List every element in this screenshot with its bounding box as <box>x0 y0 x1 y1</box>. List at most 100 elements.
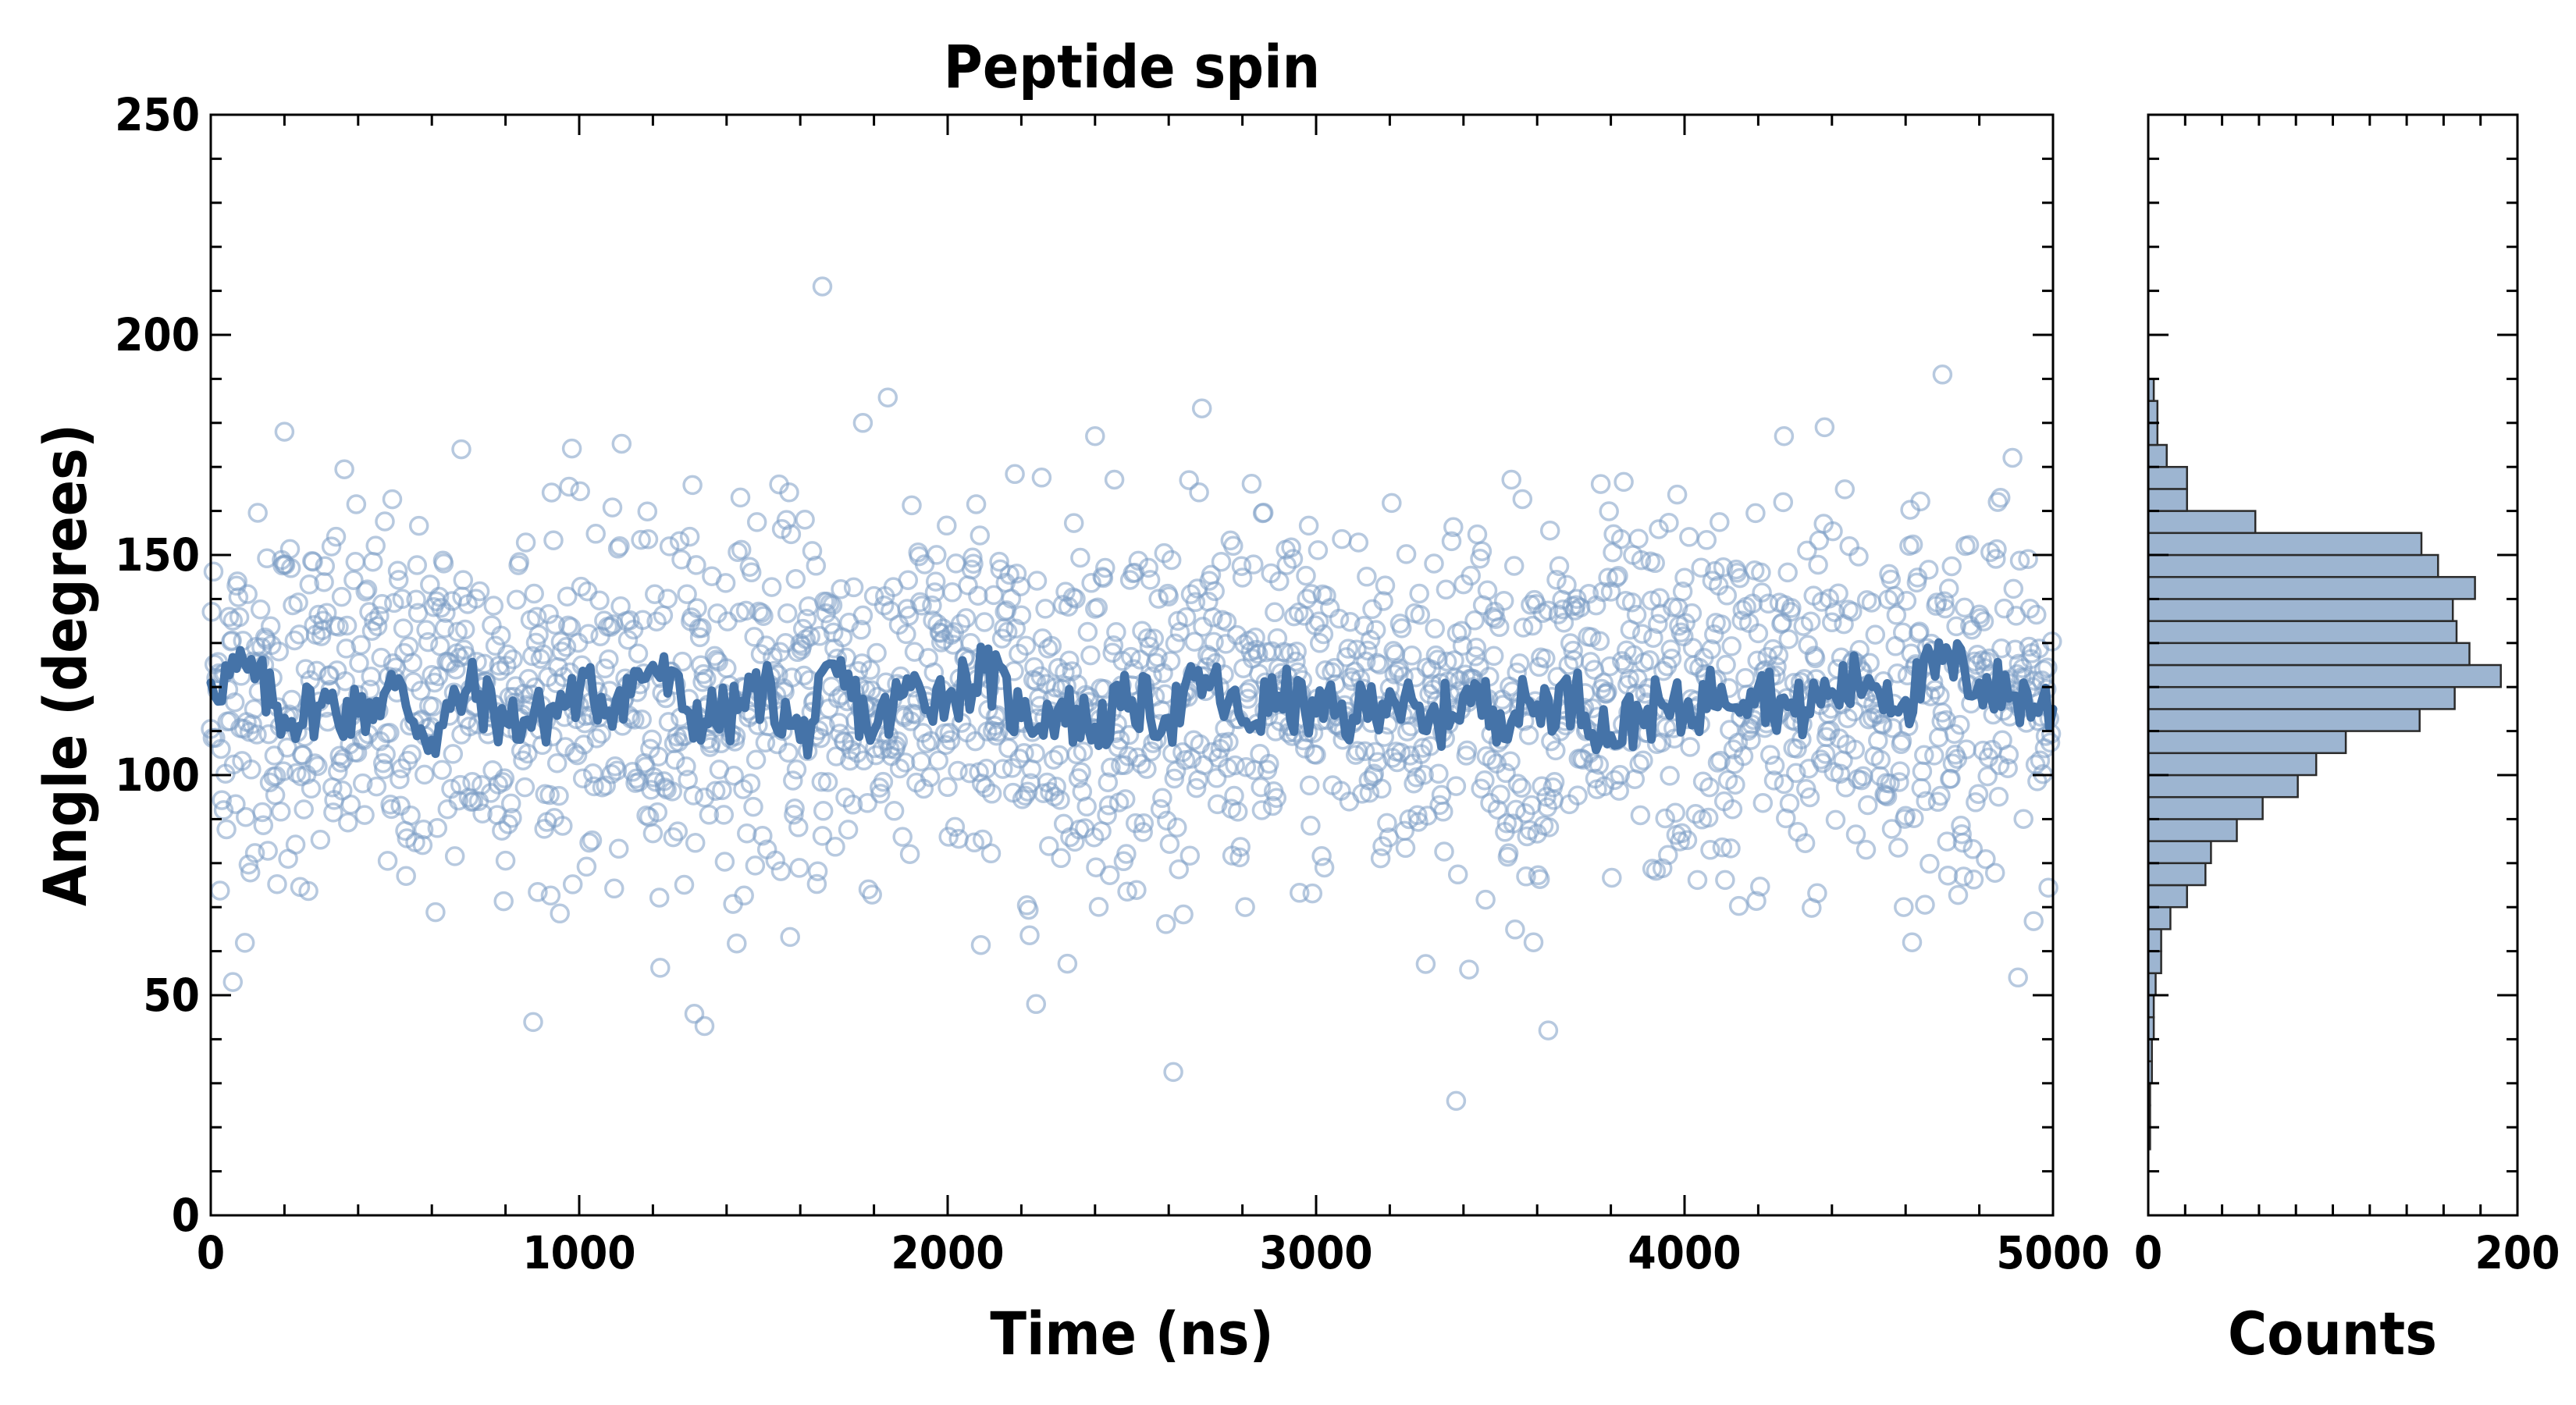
scatter-point <box>1429 763 1449 784</box>
scatter-point <box>388 570 409 590</box>
scatter-point <box>1251 777 1271 798</box>
scatter-point <box>963 553 984 574</box>
scatter-point <box>1276 555 1297 575</box>
scatter-point <box>406 589 426 610</box>
scatter-point <box>1968 784 1989 804</box>
hist-x-tick-label: 200 <box>2475 1226 2560 1279</box>
scatter-point <box>955 608 977 628</box>
scatter-point <box>1216 611 1237 632</box>
histogram-bar <box>2147 663 2502 688</box>
scatter-point <box>269 641 290 662</box>
scatter-point <box>490 625 511 646</box>
scatter-point <box>1567 785 1588 806</box>
scatter-point <box>350 635 372 656</box>
scatter-point <box>1225 755 1245 776</box>
histogram-bar <box>2147 950 2162 975</box>
scatter-point <box>1206 768 1227 788</box>
scatter-point <box>1498 843 1519 863</box>
scatter-point <box>354 805 375 825</box>
scatter-point <box>393 618 414 638</box>
scatter-point <box>786 759 807 780</box>
scatter-point <box>1165 633 1186 654</box>
scatter-point <box>514 777 535 798</box>
scatter-point <box>980 843 1002 864</box>
scatter-point <box>778 742 799 763</box>
scatter-point <box>415 764 435 785</box>
scatter-point <box>331 586 352 607</box>
scatter-point <box>1745 503 1766 524</box>
scatter-point <box>966 494 987 514</box>
scatter-point <box>518 743 538 764</box>
scatter-point <box>806 556 827 576</box>
scatter-point <box>1858 795 1878 816</box>
scatter-point <box>1910 491 1930 512</box>
scatter-point <box>1119 724 1140 745</box>
scatter-point <box>1313 624 1334 645</box>
scatter-point <box>1026 994 1047 1015</box>
histogram-bar <box>2147 685 2456 710</box>
scatter-point <box>1720 838 1741 859</box>
scatter-point <box>1825 809 1846 831</box>
histogram-bar <box>2147 774 2299 799</box>
scatter-point <box>1424 553 1444 574</box>
scatter-point <box>1117 881 1137 902</box>
scatter-point <box>428 666 449 687</box>
scatter-point <box>1925 680 1945 700</box>
scatter-point <box>1489 617 1510 638</box>
scatter-point <box>1977 766 1998 787</box>
scatter-point <box>988 722 1009 742</box>
scatter-point <box>1516 866 1536 887</box>
scatter-point <box>1932 365 1953 385</box>
scatter-point <box>1137 759 1157 779</box>
scatter-point <box>1360 630 1381 650</box>
scatter-point <box>1710 750 1731 771</box>
scatter-point <box>1446 776 1467 796</box>
scatter-point <box>940 730 961 751</box>
scatter-point <box>551 641 572 662</box>
histogram-bar <box>2147 510 2257 535</box>
scatter-point <box>578 624 599 644</box>
scatter-point <box>686 555 706 575</box>
scatter-point <box>507 589 527 610</box>
scatter-point <box>1355 651 1376 672</box>
scatter-point <box>1016 635 1037 656</box>
scatter-point <box>1041 635 1062 656</box>
scatter-point <box>1692 771 1713 791</box>
scatter-point <box>1715 870 1735 891</box>
scatter-point <box>646 611 667 631</box>
scatter-point <box>657 589 678 609</box>
scatter-point <box>1877 786 1898 807</box>
scatter-point <box>286 763 307 784</box>
scatter-point <box>981 784 1002 804</box>
scatter-point <box>638 529 659 550</box>
scatter-point <box>567 745 588 766</box>
scatter-point <box>1191 398 1212 418</box>
scatter-point <box>1259 753 1279 774</box>
histogram-bar <box>2147 443 2168 468</box>
scatter-point <box>1104 469 1125 490</box>
scatter-point <box>692 617 712 638</box>
scatter-point <box>649 887 670 908</box>
scatter-point <box>1253 503 1274 523</box>
scatter-point <box>1849 639 1870 660</box>
y-tick-label: 250 <box>115 88 200 141</box>
scatter-point <box>1991 638 2012 659</box>
scatter-point <box>1309 633 1330 653</box>
scatter-point <box>807 861 828 881</box>
scatter-point <box>1155 914 1176 934</box>
scatter-point <box>1952 823 1972 845</box>
x-tick-label: 3000 <box>1259 1226 1372 1279</box>
scatter-point <box>1660 766 1680 786</box>
scatter-point <box>607 760 628 781</box>
scatter-point <box>256 630 276 650</box>
scatter-point <box>1675 613 1695 633</box>
scatter-point <box>1436 651 1457 672</box>
scatter-point <box>336 615 358 636</box>
scatter-point <box>1290 883 1310 903</box>
scatter-point <box>1767 656 1787 678</box>
scatter-point <box>1283 606 1304 627</box>
scatter-point <box>945 816 966 838</box>
scatter-point <box>1599 501 1619 521</box>
scatter-point <box>1011 605 1032 625</box>
scatter-point <box>1599 656 1621 677</box>
